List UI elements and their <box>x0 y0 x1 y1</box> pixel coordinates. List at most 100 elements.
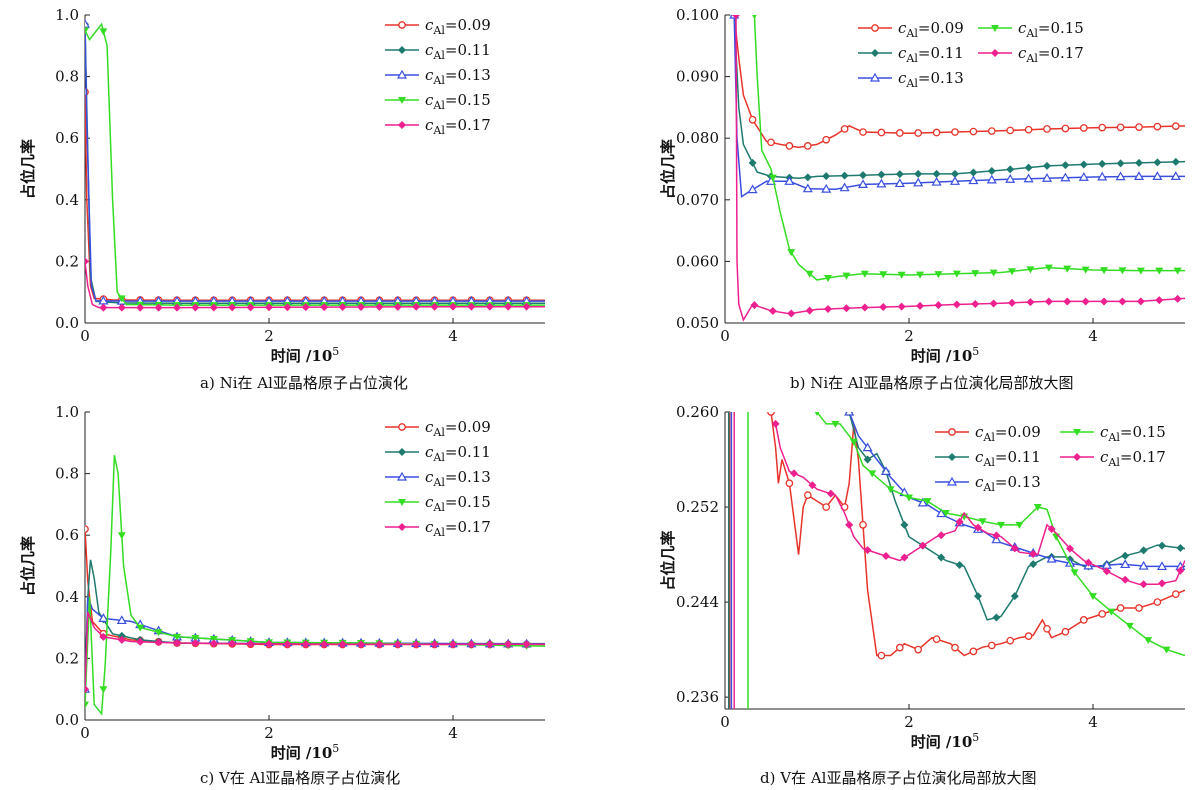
data-point <box>1116 159 1125 168</box>
data-point <box>1135 123 1143 131</box>
data-point <box>916 301 925 310</box>
data-point <box>941 509 950 517</box>
data-point <box>117 295 126 303</box>
legend-marker <box>398 448 406 456</box>
data-point <box>971 299 980 308</box>
legend-marker <box>991 25 999 32</box>
data-point <box>1176 544 1185 553</box>
data-point <box>191 634 200 642</box>
data-point <box>992 613 1001 622</box>
y-tick-label: 0.236 <box>676 688 719 706</box>
data-point <box>1098 159 1107 168</box>
data-point <box>136 303 145 312</box>
data-point <box>283 303 292 312</box>
data-point <box>987 641 996 650</box>
data-point <box>877 651 886 660</box>
data-point <box>767 412 775 416</box>
data-point <box>1120 559 1131 569</box>
data-point <box>1029 560 1038 569</box>
data-point <box>968 175 979 185</box>
data-point <box>320 303 329 312</box>
data-point <box>412 302 421 311</box>
data-point <box>989 269 998 277</box>
y-tick-label: 0.8 <box>55 465 79 483</box>
data-point <box>787 309 796 318</box>
plot-area <box>727 412 1185 709</box>
legend-label: cAl=0.17 <box>425 116 491 137</box>
data-point <box>412 640 421 649</box>
data-point <box>824 305 833 314</box>
legend: cAl=0.09 cAl=0.15 cAl=0.11 cAl=0.17 cAl=0.13 <box>935 423 1166 494</box>
data-point <box>808 481 817 490</box>
data-point <box>934 301 943 310</box>
y-tick-label: 0.252 <box>676 498 719 516</box>
data-point <box>98 613 109 622</box>
data-point <box>1026 266 1035 274</box>
legend-marker <box>398 523 406 531</box>
data-point <box>1118 297 1127 306</box>
data-point <box>136 624 145 632</box>
data-point <box>974 592 982 601</box>
data-point <box>1116 123 1125 132</box>
data-point <box>931 176 942 186</box>
series-line <box>816 412 1185 657</box>
x-tick-label: 4 <box>1088 327 1098 345</box>
series-line <box>85 611 545 690</box>
y-tick-label: 1.0 <box>55 6 79 24</box>
data-point <box>951 128 959 136</box>
data-point <box>1136 267 1145 275</box>
x-axis-label: 时间 /105 <box>271 742 340 762</box>
data-point <box>969 127 978 136</box>
series-line <box>85 91 545 301</box>
data-point <box>879 271 888 279</box>
data-point <box>1125 622 1134 630</box>
data-point <box>748 115 757 124</box>
legend-marker <box>871 49 879 57</box>
caption-d: d) V在 Al亚晶格原子占位演化局部放大图 <box>760 769 1037 787</box>
data-point <box>1078 172 1089 181</box>
data-point <box>1029 549 1038 558</box>
y-tick-label: 0.060 <box>676 252 719 270</box>
data-point <box>969 647 978 656</box>
legend-label: cAl=0.15 <box>1018 19 1084 40</box>
legend-label: cAl=0.11 <box>425 443 491 464</box>
data-point <box>1043 161 1051 170</box>
plot-area <box>85 19 545 312</box>
series-line <box>85 528 545 646</box>
legend-marker <box>946 476 958 486</box>
data-point <box>951 643 959 652</box>
data-point <box>932 169 941 178</box>
data-point <box>914 169 923 178</box>
data-point <box>485 640 494 649</box>
data-point <box>1079 160 1088 169</box>
data-point <box>955 560 964 569</box>
data-point <box>1024 632 1033 640</box>
chart-a: 0.0 0.2 0.4 0.6 0.8 1.0 0 2 4 时间 /105 占位几率 cAl=0.09… <box>19 6 545 365</box>
data-point <box>844 412 855 416</box>
x-axis-label: 时间 /105 <box>911 731 980 751</box>
data-point <box>320 640 329 649</box>
data-point <box>1010 592 1019 601</box>
data-point <box>154 629 163 637</box>
data-point <box>85 525 89 533</box>
data-point <box>974 523 982 532</box>
x-tick-label: 2 <box>904 713 914 731</box>
data-point <box>750 301 759 310</box>
legend-label: cAl=0.15 <box>1100 423 1166 444</box>
data-point <box>1121 575 1130 584</box>
x-tick-label: 2 <box>264 724 274 742</box>
plot-area <box>729 15 1185 322</box>
x-axis-label: 时间 /105 <box>271 345 340 365</box>
data-point <box>1138 560 1149 570</box>
legend: cAl=0.09 cAl=0.15 cAl=0.11 cAl=0.17 cAl=0.13 <box>858 19 1084 90</box>
data-point <box>375 302 384 311</box>
data-point <box>1024 163 1033 172</box>
data-point <box>824 275 833 283</box>
data-point <box>209 303 218 312</box>
y-axis-label: 占位几率 <box>19 536 37 596</box>
data-point <box>1135 604 1143 612</box>
y-tick-label: 0.0 <box>55 314 79 332</box>
data-point <box>1139 546 1148 555</box>
data-point <box>978 518 987 526</box>
data-point <box>154 303 163 312</box>
